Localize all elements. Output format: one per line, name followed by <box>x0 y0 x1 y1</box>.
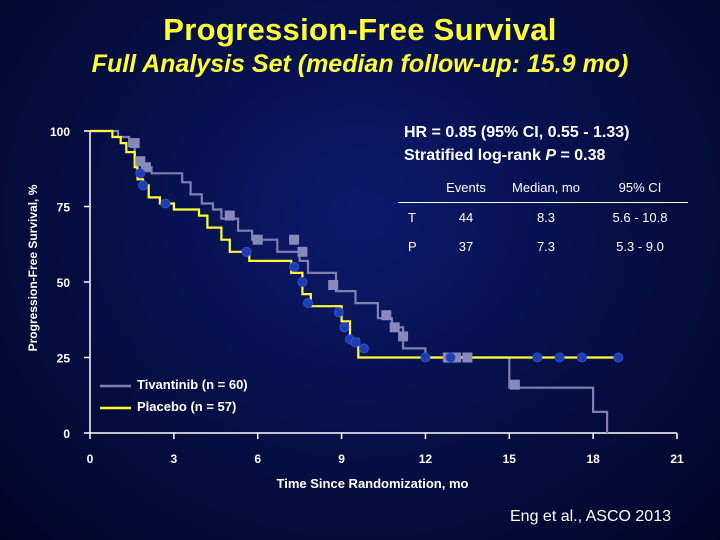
placebo-censor-mark <box>333 307 344 318</box>
y-tick-label: 0 <box>63 427 70 441</box>
tivantinib-censor-mark <box>381 310 392 321</box>
citation: Eng et al., ASCO 2013 <box>510 508 671 525</box>
placebo-censor-mark <box>339 322 350 333</box>
stats-arm: P <box>408 239 417 254</box>
placebo-censor-mark <box>160 198 171 209</box>
slide-subtitle: Full Analysis Set (median follow-up: 15.… <box>91 50 629 78</box>
placebo-censor-mark <box>138 180 149 191</box>
stats-median: 8.3 <box>500 202 592 232</box>
placebo-censor-mark <box>554 352 565 363</box>
tivantinib-censor-mark <box>398 331 409 342</box>
y-tick-label: 50 <box>57 276 71 290</box>
placebo-censor-mark <box>420 352 431 363</box>
x-tick-label: 6 <box>254 452 261 466</box>
stats-header-events: Events <box>432 173 500 203</box>
tivantinib-censor-mark <box>135 156 146 167</box>
stats-header-ci: 95% CI <box>592 173 688 203</box>
x-tick-label: 0 <box>87 452 94 466</box>
tivantinib-censor-mark <box>389 322 400 333</box>
slide-title: Progression-Free Survival <box>163 12 557 47</box>
x-tick-label: 12 <box>419 452 433 466</box>
legend-tivantinib: Tivantinib (n = 60) <box>137 377 248 392</box>
placebo-censor-mark <box>135 168 146 179</box>
x-tick-label: 18 <box>586 452 600 466</box>
tivantinib-censor-mark <box>297 246 308 257</box>
stats-ci: 5.6 - 10.8 <box>592 202 688 232</box>
stats-header-row: Events Median, mo 95% CI <box>398 173 688 203</box>
y-axis-label: Progression-Free Survival, % <box>26 184 40 352</box>
legend-placebo: Placebo (n = 57) <box>137 399 237 414</box>
x-tick-label: 9 <box>338 452 345 466</box>
axes: 0 3 6 9 12 15 18 21 0 25 50 75 100 <box>50 125 684 466</box>
hr-line: HR = 0.85 (95% CI, 0.55 - 1.33) <box>404 124 630 141</box>
placebo-censor-mark <box>241 246 252 257</box>
placebo-censor-mark <box>532 352 543 363</box>
y-tick-label: 25 <box>57 352 71 366</box>
placebo-censor-mark <box>613 352 624 363</box>
tivantinib-censor-mark <box>462 352 473 363</box>
stats-header-arm <box>398 173 432 203</box>
tivantinib-censor-mark <box>252 234 263 245</box>
placebo-curve <box>90 129 619 359</box>
tivantinib-censor-mark <box>451 352 462 363</box>
placebo-censor-mark <box>576 352 587 363</box>
logrank-prefix: Stratified log-rank <box>404 147 546 164</box>
x-axis-label: Time Since Randomization, mo <box>276 476 469 491</box>
y-tick-label: 75 <box>57 201 71 215</box>
placebo-censor-mark <box>350 337 361 348</box>
stats-row: P 37 7.3 5.3 - 9.0 <box>398 232 688 261</box>
stats-ci: 5.3 - 9.0 <box>616 239 664 254</box>
logrank-line: Stratified log-rank P = 0.38 <box>404 144 629 167</box>
placebo-censor-mark <box>289 261 300 272</box>
stats-header-median: Median, mo <box>500 173 592 203</box>
tivantinib-censor-mark <box>140 162 151 173</box>
tivantinib-censor-mark <box>509 379 520 390</box>
stats-arm: T <box>398 202 432 232</box>
tivantinib-censor-mark <box>224 210 235 221</box>
y-tick-label: 100 <box>50 125 70 139</box>
tivantinib-censor-mark <box>289 234 300 245</box>
stats-table: Events Median, mo 95% CI T 44 8.3 5.6 - … <box>398 173 688 261</box>
stats-row: T 44 8.3 5.6 - 10.8 <box>398 202 688 232</box>
tivantinib-censor-mark <box>129 138 140 149</box>
stats-median: 7.3 <box>536 239 556 254</box>
stats-events: 44 <box>432 202 500 232</box>
legend-swatches <box>100 384 131 410</box>
x-tick-label: 3 <box>171 452 178 466</box>
placebo-censor-mark <box>297 277 308 287</box>
x-tick-label: 15 <box>503 452 517 466</box>
placebo-censor-mark <box>445 352 456 363</box>
hazard-ratio-annotation: HR = 0.85 (95% CI, 0.55 - 1.33) Stratifi… <box>404 121 629 167</box>
x-tick-label: 21 <box>670 452 684 466</box>
tivantinib-censor-mark <box>328 280 339 291</box>
placebo-censor-mark <box>358 343 369 354</box>
placebo-censor-mark <box>303 298 314 309</box>
stats-events: 37 <box>458 239 474 254</box>
logrank-p: P <box>545 147 557 164</box>
logrank-suffix: = 0.38 <box>556 147 606 164</box>
censor-marks <box>129 138 624 390</box>
